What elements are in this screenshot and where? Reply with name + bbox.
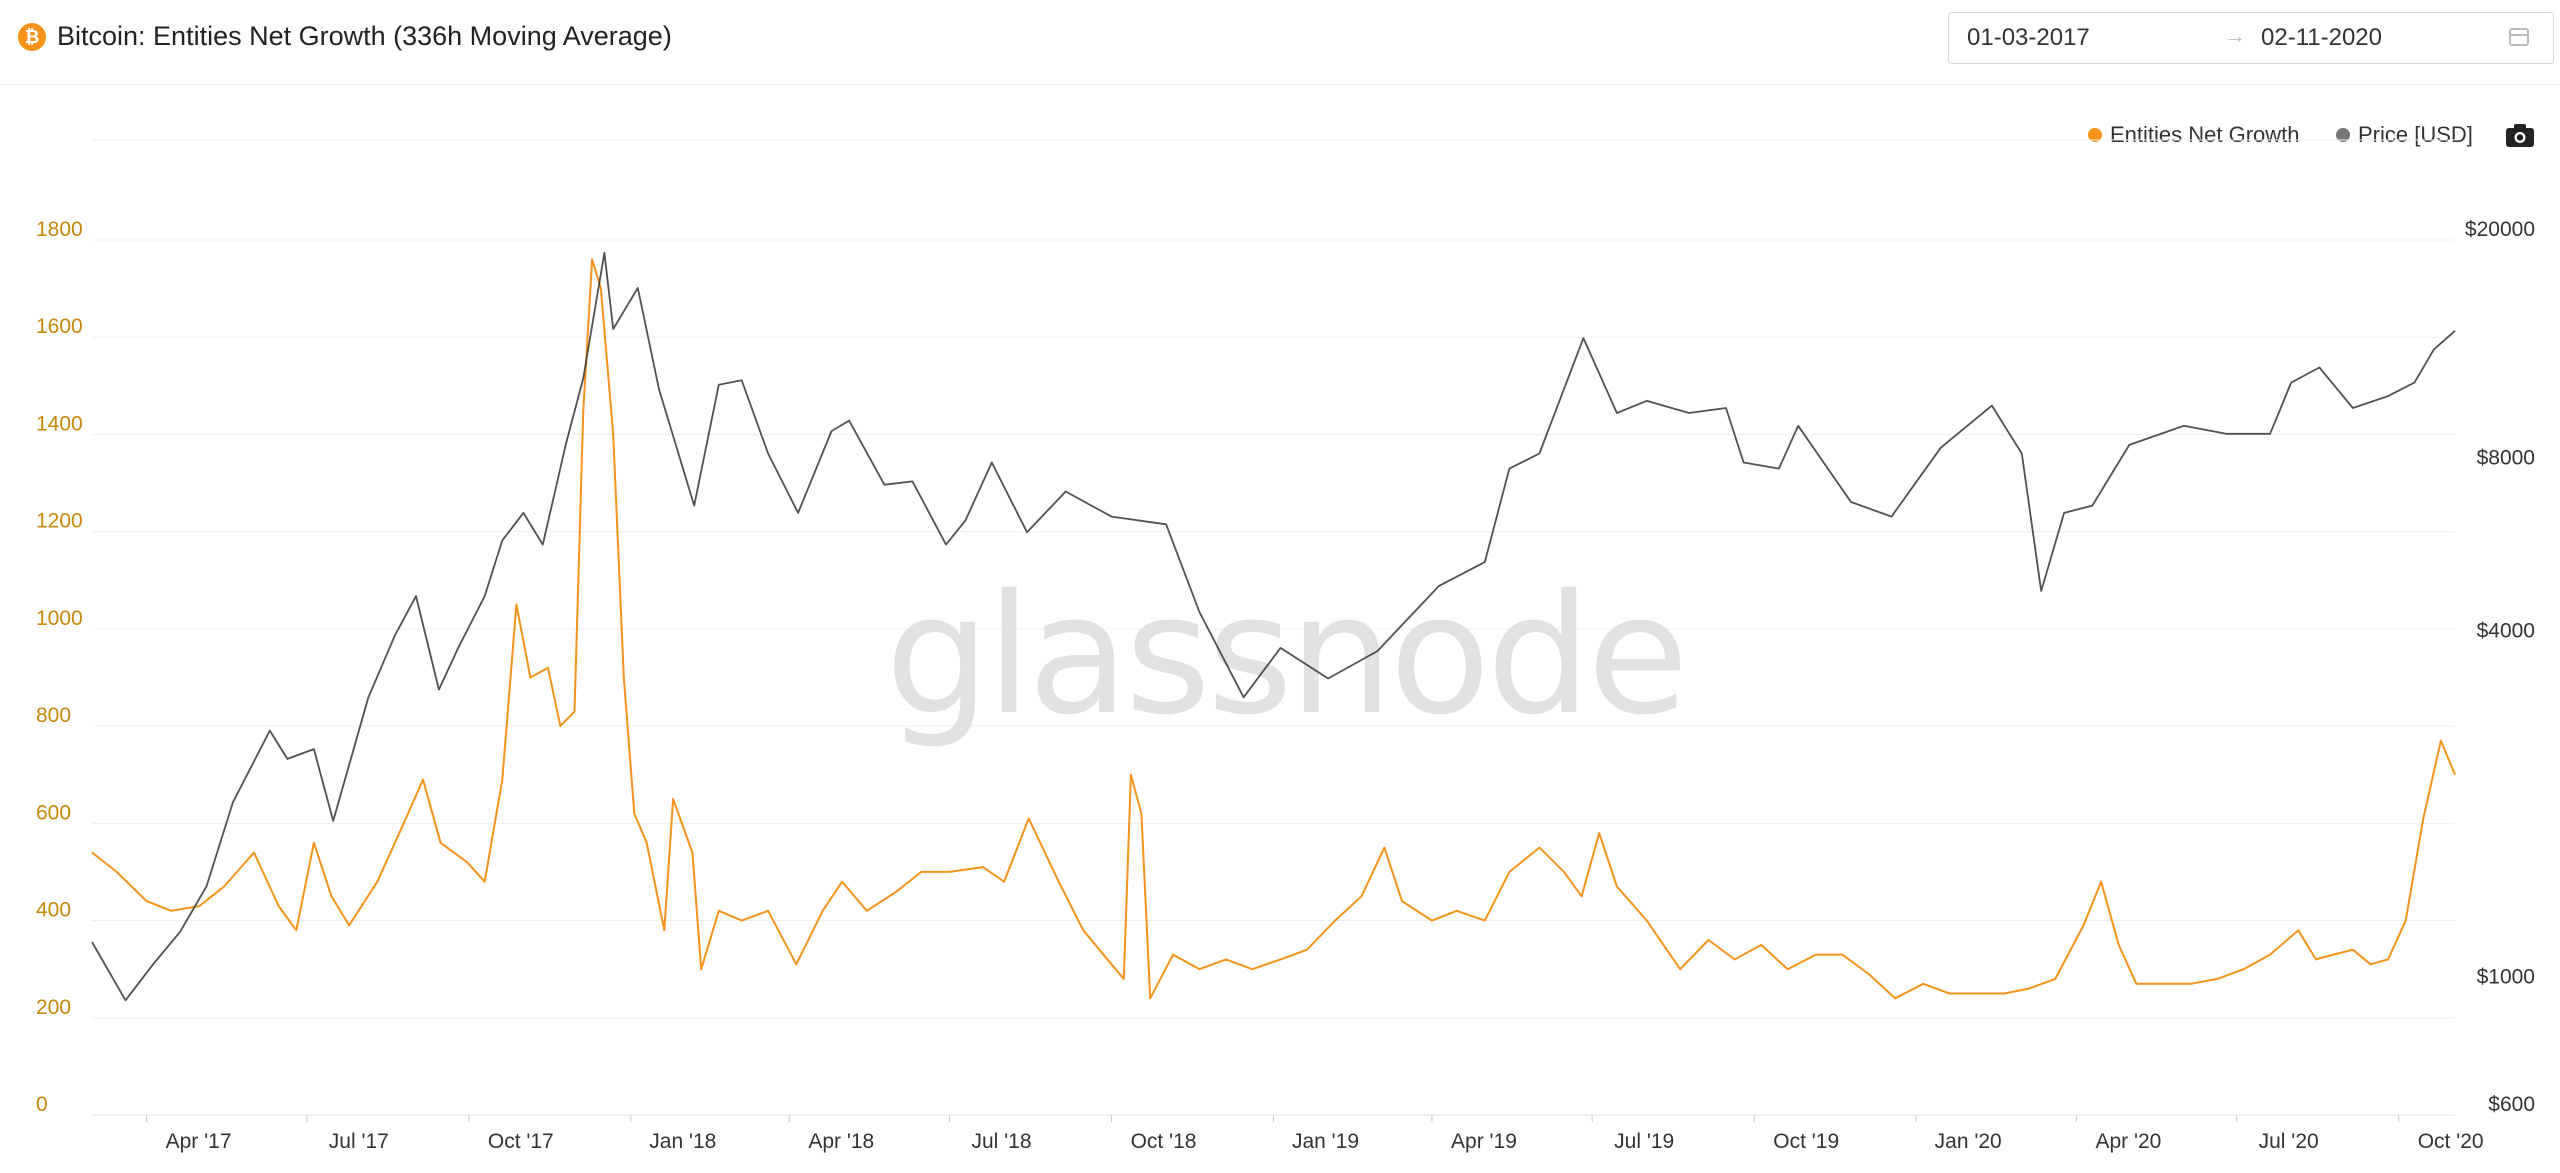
x-tick-label: Jan '19 (1292, 1130, 1359, 1153)
date-range-arrow-icon: → (2224, 23, 2246, 48)
date-start-input[interactable]: 01-03-2017 (1967, 24, 2090, 51)
bitcoin-icon: ₿ (18, 23, 46, 51)
y-left-tick-label: 1000 (36, 607, 83, 630)
x-tick-label: Oct '19 (1773, 1130, 1839, 1153)
legend-item-price[interactable]: Price [USD] (2336, 122, 2473, 148)
date-range-picker[interactable]: 01-03-2017 → 02-11-2020 (1948, 12, 2554, 64)
x-tick-label: Apr '19 (1451, 1130, 1517, 1153)
x-tick-label: Jul '17 (329, 1130, 389, 1153)
chart-series (91, 251, 2456, 1002)
x-axis: Apr '17 Jul '17 Oct '17 Jan '18 Apr '18 Jul '… (146, 1115, 2484, 1153)
y-axis-left: 0 200 400 600 800 1000 1200 1400 1600 1800 (36, 218, 83, 1116)
x-tick-label: Jul '20 (2259, 1130, 2319, 1153)
watermark: glassnode (885, 559, 1684, 751)
y-axis-right: $600 $1000 $4000 $8000 $20000 (2465, 218, 2535, 1116)
y-left-tick-label: 1400 (36, 412, 83, 435)
y-left-tick-label: 1800 (36, 218, 83, 241)
y-left-tick-label: 800 (36, 704, 71, 727)
legend-label: Price [USD] (2358, 122, 2473, 147)
y-right-tick-label: $4000 (2477, 620, 2535, 643)
y-left-tick-label: 400 (36, 899, 71, 922)
date-end-input[interactable]: 02-11-2020 (2261, 24, 2382, 51)
series-line-price-usd (91, 251, 2456, 1002)
y-left-tick-label: 1600 (36, 315, 83, 338)
x-tick-label: Apr '17 (166, 1130, 232, 1153)
page-title: Bitcoin: Entities Net Growth (336h Movin… (57, 21, 672, 51)
y-right-tick-label: $1000 (2477, 966, 2535, 989)
y-left-tick-label: 0 (36, 1093, 48, 1116)
x-tick-label: Apr '18 (808, 1130, 874, 1153)
legend-dot-icon (2336, 127, 2350, 142)
y-right-tick-label: $600 (2488, 1093, 2535, 1116)
header-bar: ₿ Bitcoin: Entities Net Growth (336h Mov… (0, 0, 2560, 85)
legend-dot-icon (2088, 127, 2102, 142)
legend-label: Entities Net Growth (2110, 122, 2300, 147)
y-right-tick-label: $8000 (2477, 447, 2535, 470)
camera-icon[interactable] (2505, 122, 2535, 148)
x-tick-label: Jan '18 (649, 1130, 716, 1153)
x-tick-label: Oct '20 (2418, 1130, 2484, 1153)
x-tick-label: Apr '20 (2095, 1130, 2161, 1153)
legend-item-entities-net-growth[interactable]: Entities Net Growth (2088, 122, 2300, 148)
x-tick-label: Oct '17 (488, 1130, 554, 1153)
x-tick-label: Jan '20 (1935, 1130, 2002, 1153)
y-left-tick-label: 600 (36, 801, 71, 824)
series-line-entities-net-growth (91, 258, 2456, 1000)
x-tick-label: Oct '18 (1131, 1130, 1197, 1153)
calendar-icon[interactable] (2509, 28, 2529, 46)
y-left-tick-label: 1200 (36, 510, 83, 533)
x-tick-label: Jul '19 (1614, 1130, 1674, 1153)
y-right-tick-label: $20000 (2465, 218, 2535, 241)
x-tick-label: Jul '18 (971, 1130, 1031, 1153)
y-left-tick-label: 200 (36, 996, 71, 1019)
